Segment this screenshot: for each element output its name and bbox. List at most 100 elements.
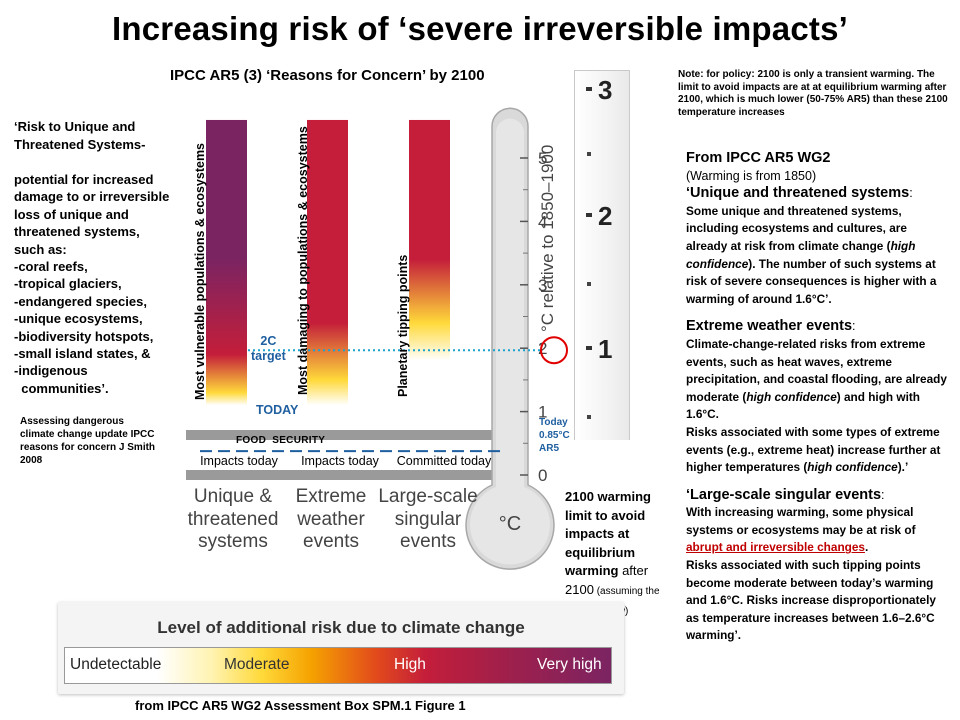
wg2-s2-text-4: ).’ — [897, 460, 909, 475]
left-line: -coral reefs, — [14, 259, 88, 275]
category-line: singular — [394, 508, 462, 530]
risk-scale-gradient — [64, 647, 612, 684]
left-line: communities’. — [14, 380, 109, 396]
bar-1-vertical-label: Most vulnerable populations & ecosystems — [193, 142, 207, 400]
zoom-minor-tick — [587, 415, 591, 419]
axis-tick-label-0: 0 — [538, 466, 547, 485]
category-label-3: Large-scale singular events — [372, 486, 484, 554]
wg2-section-2: Extreme weather events: Climate-change-r… — [686, 318, 948, 476]
wg2-section-3: ‘Large-scale singular events: With incre… — [686, 487, 948, 645]
left-line: such as: — [14, 241, 67, 257]
scale-label-very-high: Very high — [537, 656, 602, 673]
wg2-s1-text-2: ). The number of such systems at risk of… — [686, 256, 937, 306]
category-line: Extreme — [295, 486, 367, 507]
source-caption: from IPCC AR5 WG2 Assessment Box SPM.1 F… — [135, 698, 466, 713]
category-line: systems — [198, 531, 268, 552]
y-axis-label: °C relative to 1850–1900 — [538, 145, 557, 332]
policy-note: Note: for policy: 2100 is only a transie… — [678, 69, 948, 118]
wg2-s2-colon: : — [852, 319, 856, 334]
left-line: threatened systems, — [14, 224, 140, 240]
page-title: Increasing risk of ‘severe irreversible … — [112, 10, 848, 47]
left-panel-heading: ‘Risk to Unique and Threatened Systems- — [14, 119, 146, 152]
axis-tick-label-1: 1 — [538, 403, 547, 422]
target-highlight-circle — [540, 336, 568, 365]
category-label-2: Extreme weather events — [276, 486, 386, 554]
wg2-s3-text: With increasing warming, some physical s… — [686, 505, 916, 537]
wg2-s2-text: Climate-change-related risks from extrem… — [686, 336, 947, 404]
thermometer-unit: °C — [499, 513, 521, 535]
food-security-bar — [186, 430, 496, 440]
thermometer-inner — [470, 118, 550, 565]
wg2-s3-title: ‘Large-scale singular events — [686, 486, 882, 503]
food-security-label: FOOD SECURITY — [236, 435, 326, 446]
reference-note: Assessing dangerous climate change updat… — [20, 416, 156, 466]
category-label-1: Unique & threatened systems — [178, 486, 288, 554]
zoom-label-3: 3 — [598, 75, 612, 105]
zoom-tick-3 — [586, 87, 592, 91]
left-line: -unique ecosystems, — [14, 311, 143, 327]
left-line: -endangered species, — [14, 293, 147, 309]
target-line-label: 2C target — [251, 334, 286, 363]
left-line: potential for increased — [14, 172, 154, 187]
category-line: events — [400, 531, 456, 552]
wg2-s2-text-3: Risks associated with some types of extr… — [686, 424, 941, 475]
wg2-s3-period: . — [864, 540, 869, 555]
wg2-s2-confidence-2: high confidence — [807, 460, 898, 475]
wg2-s1-confidence: high confidence — [686, 238, 916, 271]
category-line: weather — [297, 508, 365, 530]
scale-label-high: High — [394, 656, 426, 673]
left-line: -biodiversity hotspots, — [14, 328, 154, 344]
left-line: -tropical glaciers, — [14, 276, 122, 292]
category-line: Unique & — [193, 486, 273, 507]
risk-bar-2 — [307, 119, 348, 406]
warming-note-bold: 2100 warming limit to avoid impacts at e… — [565, 489, 651, 578]
wg2-note: (Warming is from 1850) — [686, 168, 817, 183]
axis-tick-label-5: 5 — [538, 149, 547, 168]
zoom-tick-2 — [586, 213, 592, 217]
impacts-today-label-1: Impacts today — [200, 454, 278, 468]
wg2-s1-text: Some unique and threatened systems, incl… — [686, 203, 907, 253]
axis-tick-label-3: 3 — [538, 276, 547, 295]
abrupt-changes-link[interactable]: abrupt and irreversible changes — [686, 540, 865, 555]
left-line: -indigenous — [14, 363, 88, 379]
wg2-section-1: ‘Unique and threatened systems: Some uni… — [686, 185, 948, 308]
scale-label-moderate: Moderate — [224, 656, 290, 673]
risk-scale-title: Level of additional risk due to climate … — [157, 618, 525, 637]
zoom-label-2: 2 — [598, 201, 612, 231]
zoom-label-1: 1 — [598, 334, 612, 364]
left-line: -small island states, & — [14, 346, 151, 362]
category-line: Large-scale — [378, 486, 478, 507]
category-line: threatened — [187, 508, 279, 530]
wg2-s1-colon: : — [909, 186, 913, 201]
wg2-panel: From IPCC AR5 WG2 (Warming is from 1850)… — [686, 150, 948, 645]
category-line: events — [303, 531, 359, 552]
wg2-s3-text-2: Risks associated with such tipping point… — [686, 558, 936, 643]
wg2-s2-text-2: ) and high with 1.6°C. — [686, 389, 920, 422]
zoom-minor-tick — [587, 282, 591, 286]
scale-label-undetectable: Undetectable — [70, 656, 162, 673]
wg2-s2-title: Extreme weather events — [686, 318, 853, 335]
bar-2-vertical-label: Most damaging to populations & ecosystem… — [296, 126, 310, 395]
zoomed-axis-ticks: 3 2 1 — [586, 75, 612, 419]
warming-note-normal: after 2100 — [565, 563, 649, 597]
zoom-tick-1 — [586, 346, 592, 350]
zoom-strip-edge — [574, 440, 630, 450]
committed-today-label: Committed today — [396, 454, 492, 468]
impacts-today-bar — [186, 470, 496, 480]
wg2-s2-confidence: high confidence — [746, 389, 837, 404]
thermometer-today-note: Today 0.85°C AR5 — [539, 417, 570, 454]
left-panel-body: potential for increased damage to or irr… — [14, 171, 189, 397]
wg2-s3-colon: : — [881, 487, 885, 502]
today-line-label: TODAY — [256, 403, 299, 417]
chart-subtitle: IPCC AR5 (3) ‘Reasons for Concern’ by 21… — [170, 67, 485, 84]
bar-3-vertical-label: Planetary tipping points — [396, 254, 410, 397]
wg2-s1-title: ‘Unique and threatened systems — [686, 185, 910, 202]
impacts-today-label-2: Impacts today — [301, 454, 379, 468]
risk-bar-1 — [206, 119, 247, 406]
zoom-minor-tick — [587, 152, 591, 156]
zoomed-axis-strip — [574, 70, 630, 450]
axis-tick-label-2: 2 — [538, 339, 547, 358]
axis-tick-label-4: 4 — [538, 212, 547, 231]
wg2-heading: From IPCC AR5 WG2 — [686, 150, 831, 166]
